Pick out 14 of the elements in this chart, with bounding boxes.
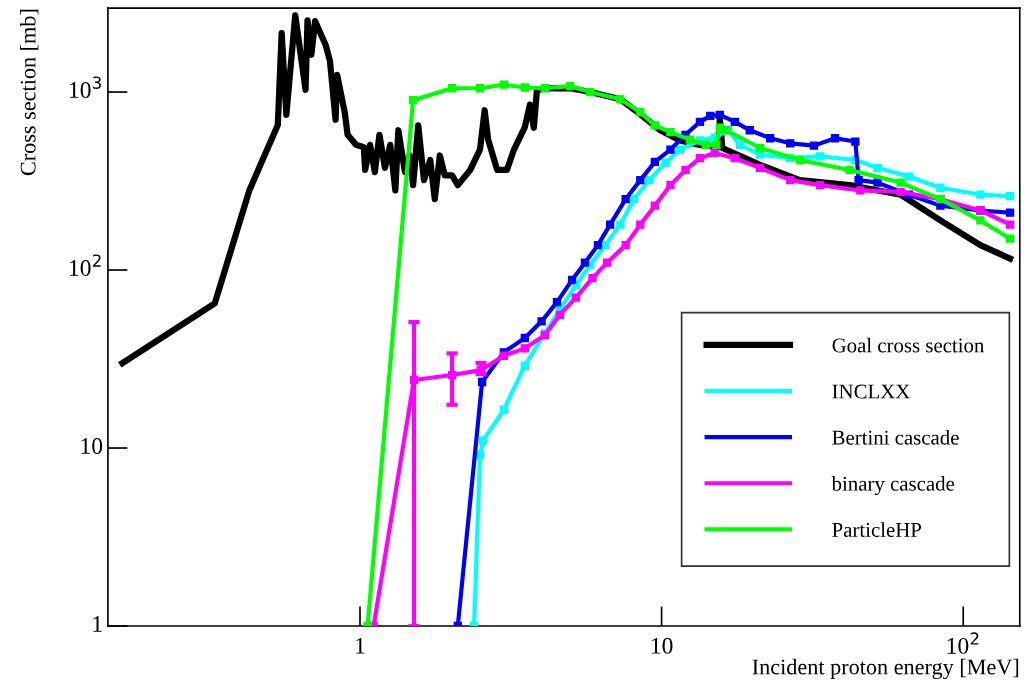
legend-label: binary cascade [831, 476, 955, 496]
x-axis-title: Incident proton energy [MeV] [752, 658, 1019, 680]
legend-label: Goal cross section [832, 337, 985, 353]
legend-label: Bertini cascade [832, 430, 959, 445]
y-axis-title: Cross section [mb] [19, 9, 39, 176]
x-tick-label: 10 [651, 637, 673, 654]
legend-label: INCLXX [832, 384, 910, 399]
y-tick-label: 10 [81, 438, 103, 454]
y-tick-label: 1 [93, 616, 102, 632]
y-tick-label: 10$^{2}$ [69, 254, 101, 276]
x-tick-label: 10$^{2}$ [947, 632, 979, 654]
y-tick-label: 10$^{3}$ [69, 76, 101, 98]
legend-label: ParticleHP [832, 522, 922, 537]
x-tick-label: 1 [356, 637, 365, 654]
